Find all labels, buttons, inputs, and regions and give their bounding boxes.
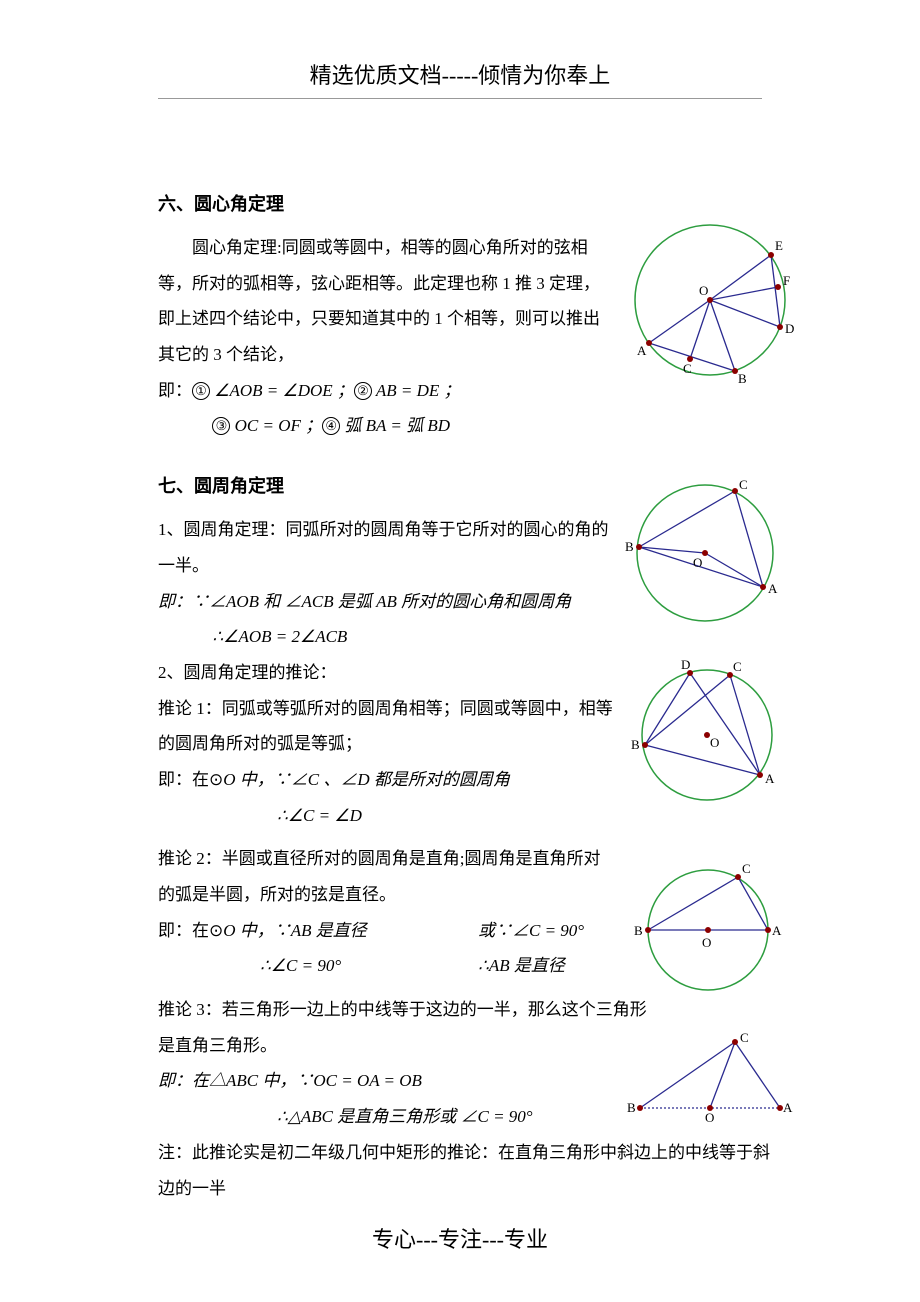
label-A5: A	[783, 1100, 793, 1115]
diagram-corollary2: O B A C	[630, 855, 785, 995]
odot-icon-2: ⊙	[209, 921, 223, 940]
label-B4: B	[634, 923, 643, 938]
label-B: B	[738, 371, 747, 385]
label-E: E	[775, 238, 783, 253]
sec7-p2b-text: ∴∠AOB = 2∠ACB	[212, 627, 347, 646]
section-6-title: 六、圆心角定理	[158, 190, 776, 216]
sec7-c2b-post: O 中，∵AB 是直径	[223, 921, 367, 940]
diagram-corollary3: B A C O	[625, 1030, 795, 1125]
sec7-c3a: 推论 3：若三角形一边上的中线等于这边的一半，那么这个三角形是直角三角形。	[158, 992, 658, 1063]
label-C3: C	[733, 659, 742, 674]
label-A2: A	[768, 581, 778, 596]
sec7-p2a-text: 即：∵∠AOB 和 ∠ACB 是弧 AB 所对的圆心角和圆周角	[158, 592, 571, 611]
sec7-c2b-or: 或∵∠C = 90°	[478, 913, 584, 949]
sec7-c2a: 推论 2：半圆或直径所对的圆周角是直角;圆周角是直角所对的弧是半圆，所对的弦是直…	[158, 841, 613, 912]
sec6-m2a: OC = OF ；	[230, 416, 322, 435]
circled-4: ④	[322, 417, 340, 435]
label-O3: O	[710, 735, 719, 750]
diagram-inscribed: O B A C	[625, 475, 785, 630]
sec7-note: 注：此推论实是初二年级几何中矩形的推论：在直角三角形中斜边上的中线等于斜边的一半	[158, 1135, 776, 1206]
diagram-sec6: O A B C E D F	[625, 215, 795, 385]
label-O4: O	[702, 935, 711, 950]
diagram-corollary1: O B A D C	[625, 655, 785, 810]
label-C: C	[683, 361, 692, 376]
sec6-m1b: AB = DE ；	[372, 381, 461, 400]
label-O2: O	[693, 555, 702, 570]
circled-2: ②	[354, 382, 372, 400]
label-B5: B	[627, 1100, 636, 1115]
label-C5: C	[740, 1030, 749, 1045]
circled-3: ③	[212, 417, 230, 435]
sec7-c2b-pre: 即：在	[158, 921, 209, 940]
label-B2: B	[625, 539, 634, 554]
page-footer: 专心---专注---专业	[0, 1222, 920, 1254]
sec7-c3b-text: 即：在△ABC 中，∵OC = OA = OB	[158, 1071, 422, 1090]
label-C2: C	[739, 477, 748, 492]
sec6-m2: ③ OC = OF ；④ 弧 BA = 弧 BD	[158, 408, 776, 444]
sec7-c1c-text: ∴∠C = ∠D	[277, 806, 362, 825]
label-O5: O	[705, 1110, 714, 1125]
sec6-m1a: ∠AOB = ∠DOE ；	[210, 381, 354, 400]
header-rule	[158, 98, 762, 99]
label-B3: B	[631, 737, 640, 752]
sec7-c2c-r: ∴AB 是直径	[478, 948, 565, 984]
label-F: F	[783, 273, 790, 288]
sec7-c2c-l: ∴∠C = 90°	[158, 948, 478, 984]
sec6-m2b: 弧 BA = 弧 BD	[340, 416, 450, 435]
label-C4: C	[742, 861, 751, 876]
page-header: 精选优质文档-----倾情为你奉上	[0, 0, 920, 90]
label-D3: D	[681, 657, 690, 672]
label-A3: A	[765, 771, 775, 786]
label-A: A	[637, 343, 647, 358]
sec7-p1: 1、圆周角定理：同弧所对的圆周角等于它所对的圆心的角的一半。	[158, 512, 613, 583]
sec7-c1b-post: O 中，∵∠C 、∠D 都是所对的圆周角	[223, 770, 510, 789]
sec6-m1-prefix: 即：	[158, 381, 192, 400]
label-D: D	[785, 321, 794, 336]
sec6-p1: 圆心角定理:同圆或等圆中，相等的圆心角所对的弦相等，所对的弧相等，弦心距相等。此…	[158, 230, 613, 373]
label-A4: A	[772, 923, 782, 938]
circled-1: ①	[192, 382, 210, 400]
sec7-c1a: 推论 1：同弧或等弧所对的圆周角相等；同圆或等圆中，相等的圆周角所对的弧是等弧；	[158, 691, 613, 762]
label-O: O	[699, 283, 708, 298]
sec7-c1b-pre: 即：在	[158, 770, 209, 789]
odot-icon: ⊙	[209, 770, 223, 789]
sec7-c3c-text: ∴△ABC 是直角三角形或 ∠C = 90°	[277, 1107, 533, 1126]
